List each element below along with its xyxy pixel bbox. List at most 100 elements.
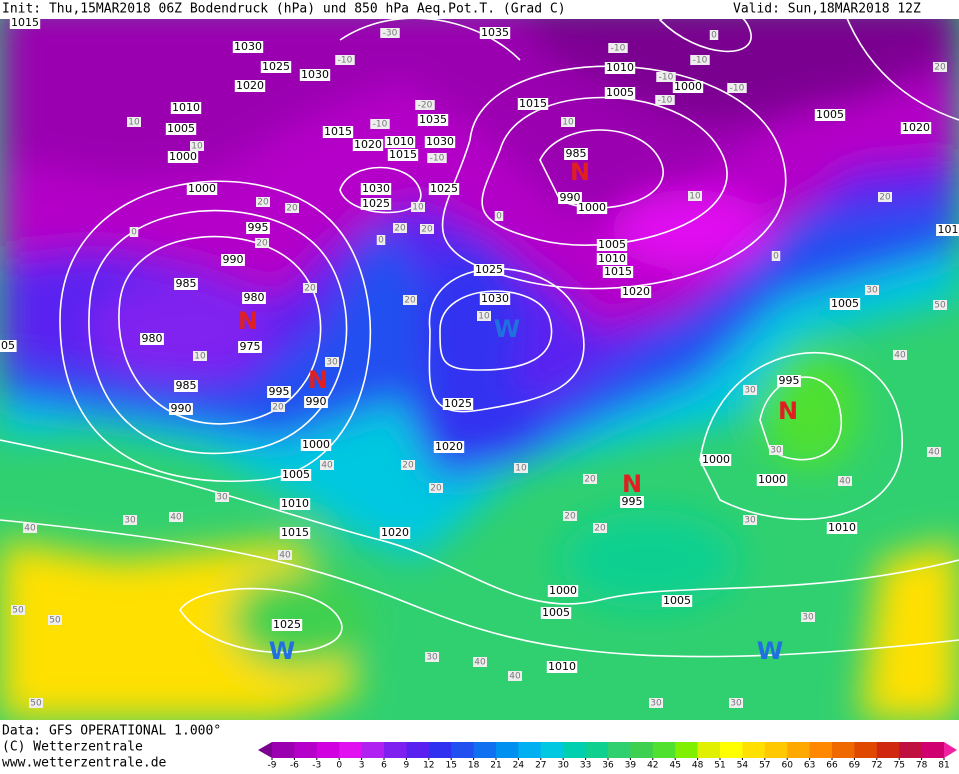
isobar-label-box xyxy=(517,98,549,110)
isobar-label: 995 xyxy=(269,385,290,398)
isobar-label-box xyxy=(596,253,628,265)
temperature-label-box xyxy=(285,203,299,213)
colorbar-tick-label: 30 xyxy=(557,761,569,771)
temperature-label: 10 xyxy=(194,352,206,362)
isobar-label: 990 xyxy=(560,191,581,204)
colorbar-segment xyxy=(496,742,519,758)
isobar-label: 1000 xyxy=(674,80,702,93)
colorbar-tick-label: 21 xyxy=(490,761,501,771)
isobar-label-box xyxy=(167,151,199,163)
temperature-label: 40 xyxy=(509,672,521,682)
isobar-label-box xyxy=(267,386,291,398)
pressure-center: N xyxy=(238,307,258,335)
colorbar-segment xyxy=(406,742,430,758)
temperature-label: 30 xyxy=(216,493,228,503)
isobar-label-box xyxy=(829,298,861,310)
colorbar-tick-label: 72 xyxy=(871,761,882,771)
colorbar-segment xyxy=(854,742,878,758)
temperature-label-box xyxy=(129,227,139,237)
header-bar xyxy=(0,0,959,19)
temperature-label-box xyxy=(583,474,597,484)
footer-line: www.wetterzentrale.de xyxy=(2,756,167,771)
temperature-label-box xyxy=(193,351,207,361)
colorbar-tick-label: 45 xyxy=(669,761,680,771)
isobar-label: 1020 xyxy=(622,285,650,298)
temperature-label: -10 xyxy=(693,56,708,66)
isobar-label-box xyxy=(672,81,704,93)
temperature-label-box xyxy=(508,671,522,681)
temperature-label-box xyxy=(494,211,504,221)
isobar-label: 990 xyxy=(223,253,244,266)
colorbar-segment xyxy=(742,742,766,758)
temperature-label: 40 xyxy=(474,658,486,668)
colorbar-segment xyxy=(585,742,609,758)
colorbar-segment xyxy=(294,742,318,758)
isobar-label: 1015 xyxy=(324,125,352,138)
field xyxy=(0,0,959,720)
colorbar-segment xyxy=(675,742,699,758)
colorbar-arrow xyxy=(944,742,957,758)
temperature-label-box xyxy=(23,523,37,533)
isobar-label: 1005 xyxy=(542,606,570,619)
temperature-label: 0 xyxy=(496,212,502,222)
isobar-label-box xyxy=(558,192,582,204)
temperature-label: 20 xyxy=(394,224,406,234)
colorbar-tick-label: 6 xyxy=(381,761,387,771)
isobar-label-box xyxy=(174,380,198,392)
temperature-label-box xyxy=(380,28,400,38)
isobar-label: 1025 xyxy=(273,618,301,631)
temperature-label-box xyxy=(370,119,390,129)
isobar-label: 1035 xyxy=(419,113,447,126)
temperature-label: -10 xyxy=(373,120,388,130)
isobar-label-box xyxy=(186,183,218,195)
temperature-label-box xyxy=(376,235,386,245)
temperature-label: 10 xyxy=(191,142,203,152)
temperature-label: 30 xyxy=(744,516,756,526)
isobar-label: 1025 xyxy=(475,263,503,276)
isobar-label-box xyxy=(479,293,511,305)
temperature-label-box xyxy=(743,385,757,395)
isobar-label: 1010 xyxy=(828,521,856,534)
pressure-center: W xyxy=(494,315,520,343)
colorbar-segment xyxy=(608,742,631,758)
temperature-label-box xyxy=(303,283,317,293)
colorbar-segment xyxy=(563,742,587,758)
temperature-label: 10 xyxy=(689,192,701,202)
colorbar-segment xyxy=(451,742,475,758)
isobar-label: 995 xyxy=(248,221,269,234)
temperature-label: 20 xyxy=(256,239,268,249)
isobar-label: 1025 xyxy=(362,197,390,210)
isobar-label-box xyxy=(360,183,392,195)
isobar-label-box xyxy=(170,102,202,114)
temperature-label-box xyxy=(403,295,417,305)
temperature-label: -10 xyxy=(730,84,745,94)
isobar-label-box xyxy=(826,522,858,534)
isobar-label-box xyxy=(271,619,303,631)
temperature-label-box xyxy=(190,141,204,151)
temperature-label: 30 xyxy=(124,516,136,526)
isobar-label-box xyxy=(384,136,416,148)
isobar-label: 1010 xyxy=(606,61,634,74)
colorbar-segment xyxy=(787,742,811,758)
temperature-label-box xyxy=(401,460,415,470)
temperature-label: 40 xyxy=(928,448,940,458)
isobar-label-box xyxy=(360,198,392,210)
isobar-label-box xyxy=(322,126,354,138)
colorbar-tick-label: 48 xyxy=(692,761,704,771)
colorbar-segment xyxy=(899,742,923,758)
colorbar-segment xyxy=(764,742,788,758)
temperature-label-box xyxy=(255,238,269,248)
colorbar-tick-label: 75 xyxy=(893,761,904,771)
isobar-label-box xyxy=(280,469,312,481)
colorbar-tick-label: 66 xyxy=(826,761,838,771)
temperature-label: 10 xyxy=(478,312,490,322)
isobar-label-box xyxy=(564,148,588,160)
colorbar-segment xyxy=(316,742,340,758)
isobar-label-box xyxy=(604,62,636,74)
temperature-label: 10 xyxy=(412,203,424,213)
isobar-label-box xyxy=(777,375,801,387)
temperature-label: 40 xyxy=(279,551,291,561)
temperature-label-box xyxy=(771,251,781,261)
isobar-label: 1005 xyxy=(831,297,859,310)
isobar-label-box xyxy=(546,661,578,673)
